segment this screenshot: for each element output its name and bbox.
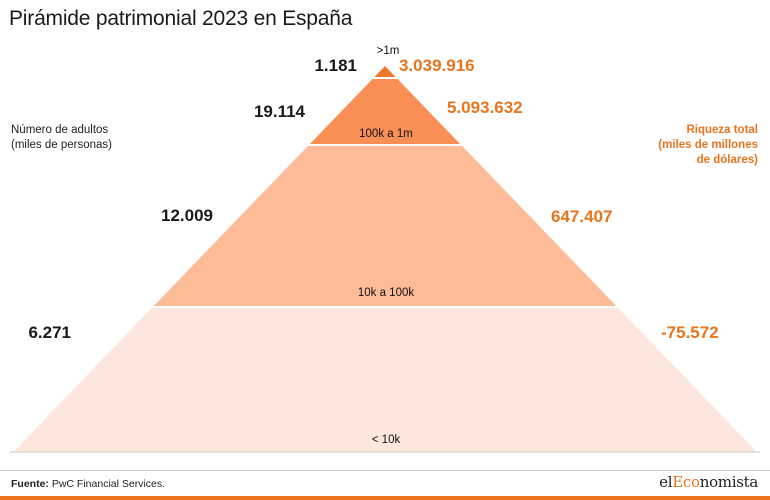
adults-value-label: 6.271 — [28, 323, 71, 342]
bottom-accent-bar — [0, 496, 770, 500]
footer-divider — [0, 470, 770, 471]
tier-band-label: 10k a 100k — [358, 287, 415, 299]
left-axis-label-line: Número de adultos — [11, 124, 109, 136]
pyramid-tier — [308, 78, 462, 145]
tier-band-label: >1m — [377, 45, 400, 57]
source-text: PwC Financial Services. — [51, 478, 166, 490]
right-axis-label: Riqueza total (miles de millones de dóla… — [658, 123, 758, 168]
source-label: Fuente: — [11, 478, 49, 490]
right-axis-label-line: de dólares) — [696, 154, 758, 166]
pyramid-chart: >1m 1.181 3.039.916 100k a 1m 19.114 5.093.63… — [10, 45, 760, 453]
pyramid-tier — [13, 307, 757, 452]
source-note: Fuente: PwC Financial Services. — [11, 478, 165, 490]
wealth-value-label: 647.407 — [551, 207, 612, 226]
adults-value-label: 19.114 — [254, 102, 306, 121]
adults-value-label: 1.181 — [314, 56, 357, 75]
pyramid-tier — [152, 145, 618, 307]
wealth-value-label: 3.039.916 — [399, 56, 475, 75]
page-title: Pirámide patrimonial 2023 en España — [9, 7, 353, 30]
wealth-value-label: 5.093.632 — [447, 98, 523, 117]
right-axis-label-line: (miles de millones — [658, 139, 758, 151]
wealth-value-label: -75.572 — [661, 323, 719, 342]
tier-band-label: < 10k — [372, 434, 401, 446]
left-axis-label-line: (miles de personas) — [11, 139, 112, 151]
adults-value-label: 12.009 — [161, 206, 213, 225]
left-axis-label: Número de adultos (miles de personas) — [11, 123, 112, 153]
publisher-logo: elEconomista — [659, 473, 758, 491]
right-axis-label-line: Riqueza total — [686, 124, 758, 136]
tier-band-label: 100k a 1m — [359, 128, 413, 140]
pyramid-tier — [373, 66, 397, 78]
